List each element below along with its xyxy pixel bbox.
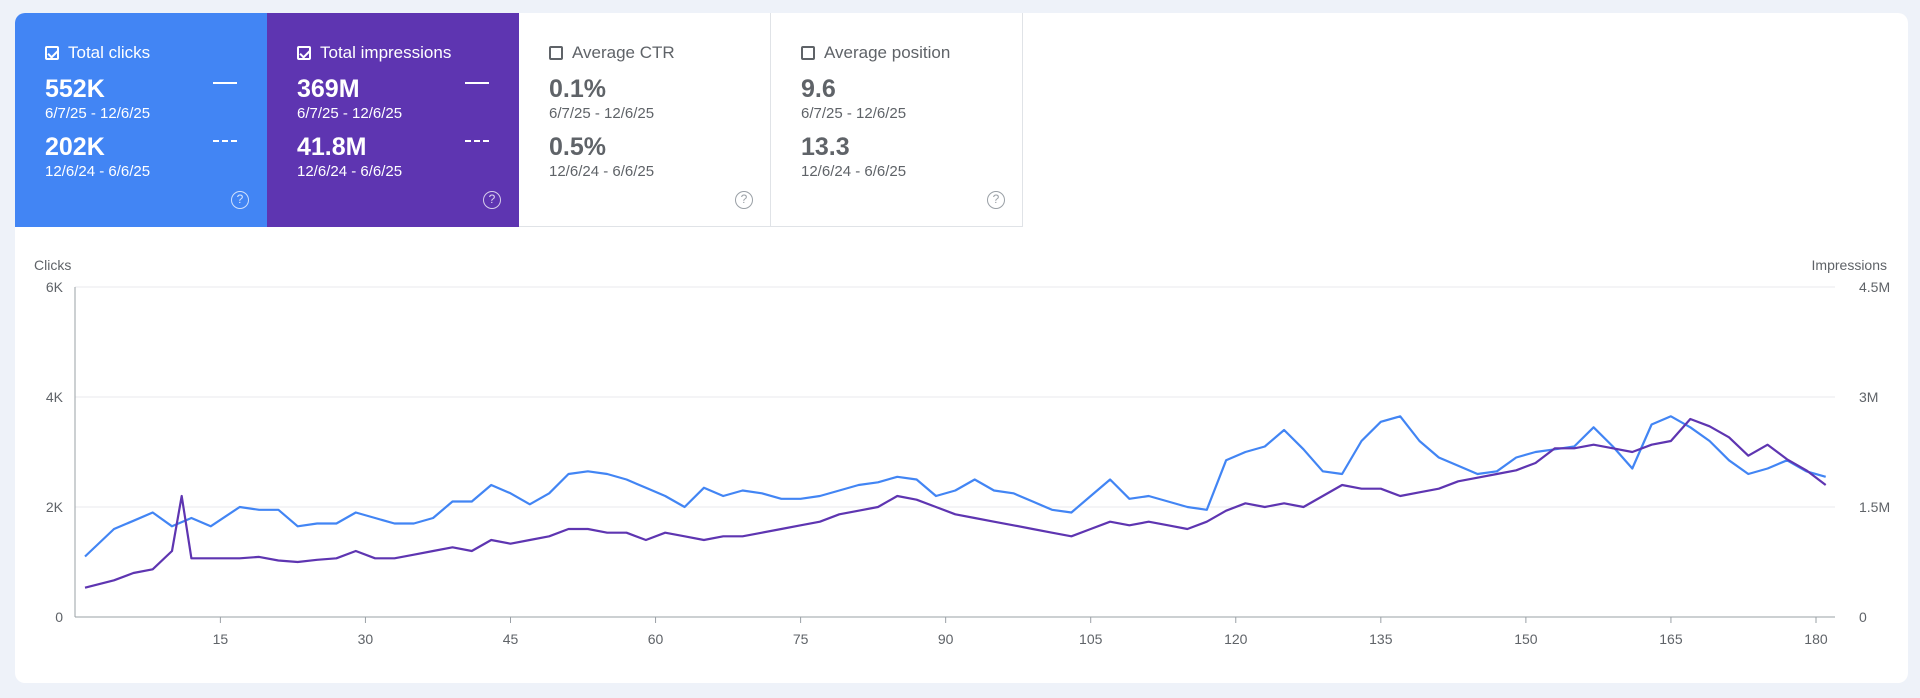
card-prev-range: 12/6/24 - 6/6/25 (549, 163, 655, 180)
x-tick-label: 180 (1804, 631, 1828, 647)
left-tick-label: 2K (46, 499, 64, 515)
card-range: 6/7/25 - 12/6/25 (45, 105, 151, 122)
solid-line-indicator (465, 82, 489, 84)
x-tick-label: 135 (1369, 631, 1393, 647)
help-icon[interactable]: ? (231, 191, 249, 209)
card-prev-range: 12/6/24 - 6/6/25 (801, 163, 907, 180)
x-tick-label: 45 (503, 631, 519, 647)
left-axis-title: Clicks (34, 257, 71, 273)
total-clicks-checkbox[interactable] (45, 46, 59, 60)
right-tick-label: 0 (1859, 609, 1867, 625)
card-prev-value: 13.3 (801, 133, 850, 161)
card-prev-range: 12/6/24 - 6/6/25 (297, 163, 403, 180)
average-ctr-checkbox[interactable] (549, 46, 563, 60)
solid-line-indicator (213, 82, 237, 84)
clicks-line (84, 415, 1827, 558)
average-position-checkbox[interactable] (801, 46, 815, 60)
metric-cards: Total clicks 552K 6/7/25 - 12/6/25 202K … (15, 13, 1023, 227)
left-tick-label: 0 (55, 609, 63, 625)
x-tick-label: 150 (1514, 631, 1538, 647)
card-prev-value: 41.8M (297, 133, 367, 161)
card-prev-value: 202K (45, 133, 105, 161)
help-icon[interactable]: ? (735, 191, 753, 209)
x-tick-label: 30 (358, 631, 374, 647)
card-value: 0.1% (549, 75, 606, 103)
card-value: 369M (297, 75, 360, 103)
card-label: Total impressions (320, 43, 452, 62)
help-icon[interactable]: ? (987, 191, 1005, 209)
right-tick-label: 3M (1859, 389, 1878, 405)
total-impressions-card[interactable]: Total impressions 369M 6/7/25 - 12/6/25 … (267, 13, 519, 227)
performance-chart[interactable]: 0 2K 4K 6K 0 1.5M 3M 4.5M 15 30 45 60 75 90 105 120 135 1… (15, 13, 1908, 683)
total-clicks-card[interactable]: Total clicks 552K 6/7/25 - 12/6/25 202K … (15, 13, 267, 227)
impressions-line (84, 417, 1827, 589)
average-ctr-card[interactable]: Average CTR 0.1% 6/7/25 - 12/6/25 0.5% 1… (519, 13, 771, 227)
x-tick-label: 105 (1079, 631, 1103, 647)
card-range: 6/7/25 - 12/6/25 (549, 105, 655, 122)
right-tick-label: 4.5M (1859, 279, 1890, 295)
performance-panel: Total clicks 552K 6/7/25 - 12/6/25 202K … (15, 13, 1908, 683)
chart-axes: 0 2K 4K 6K 0 1.5M 3M 4.5M 15 30 45 60 75 90 105 120 135 1… (46, 279, 1890, 647)
x-tick-label: 120 (1224, 631, 1248, 647)
average-position-card[interactable]: Average position 9.6 6/7/25 - 12/6/25 13… (771, 13, 1023, 227)
left-tick-label: 4K (46, 389, 64, 405)
dashed-line-indicator (213, 140, 237, 142)
x-tick-label: 60 (648, 631, 664, 647)
chart-grid (75, 286, 1835, 508)
card-label: Average position (824, 43, 951, 62)
card-value: 9.6 (801, 75, 836, 103)
card-range: 6/7/25 - 12/6/25 (801, 105, 907, 122)
x-tick-label: 165 (1659, 631, 1683, 647)
total-impressions-checkbox[interactable] (297, 46, 311, 60)
left-tick-label: 6K (46, 279, 64, 295)
card-value: 552K (45, 75, 105, 103)
x-tick-label: 15 (213, 631, 229, 647)
card-label: Average CTR (572, 43, 675, 62)
x-tick-label: 90 (938, 631, 954, 647)
card-label: Total clicks (68, 43, 151, 62)
card-prev-range: 12/6/24 - 6/6/25 (45, 163, 151, 180)
chart-lines (84, 415, 1827, 589)
card-range: 6/7/25 - 12/6/25 (297, 105, 403, 122)
right-axis-title: Impressions (1812, 257, 1887, 273)
card-prev-value: 0.5% (549, 133, 606, 161)
x-tick-label: 75 (793, 631, 809, 647)
right-tick-label: 1.5M (1859, 499, 1890, 515)
dashed-line-indicator (465, 140, 489, 142)
help-icon[interactable]: ? (483, 191, 501, 209)
